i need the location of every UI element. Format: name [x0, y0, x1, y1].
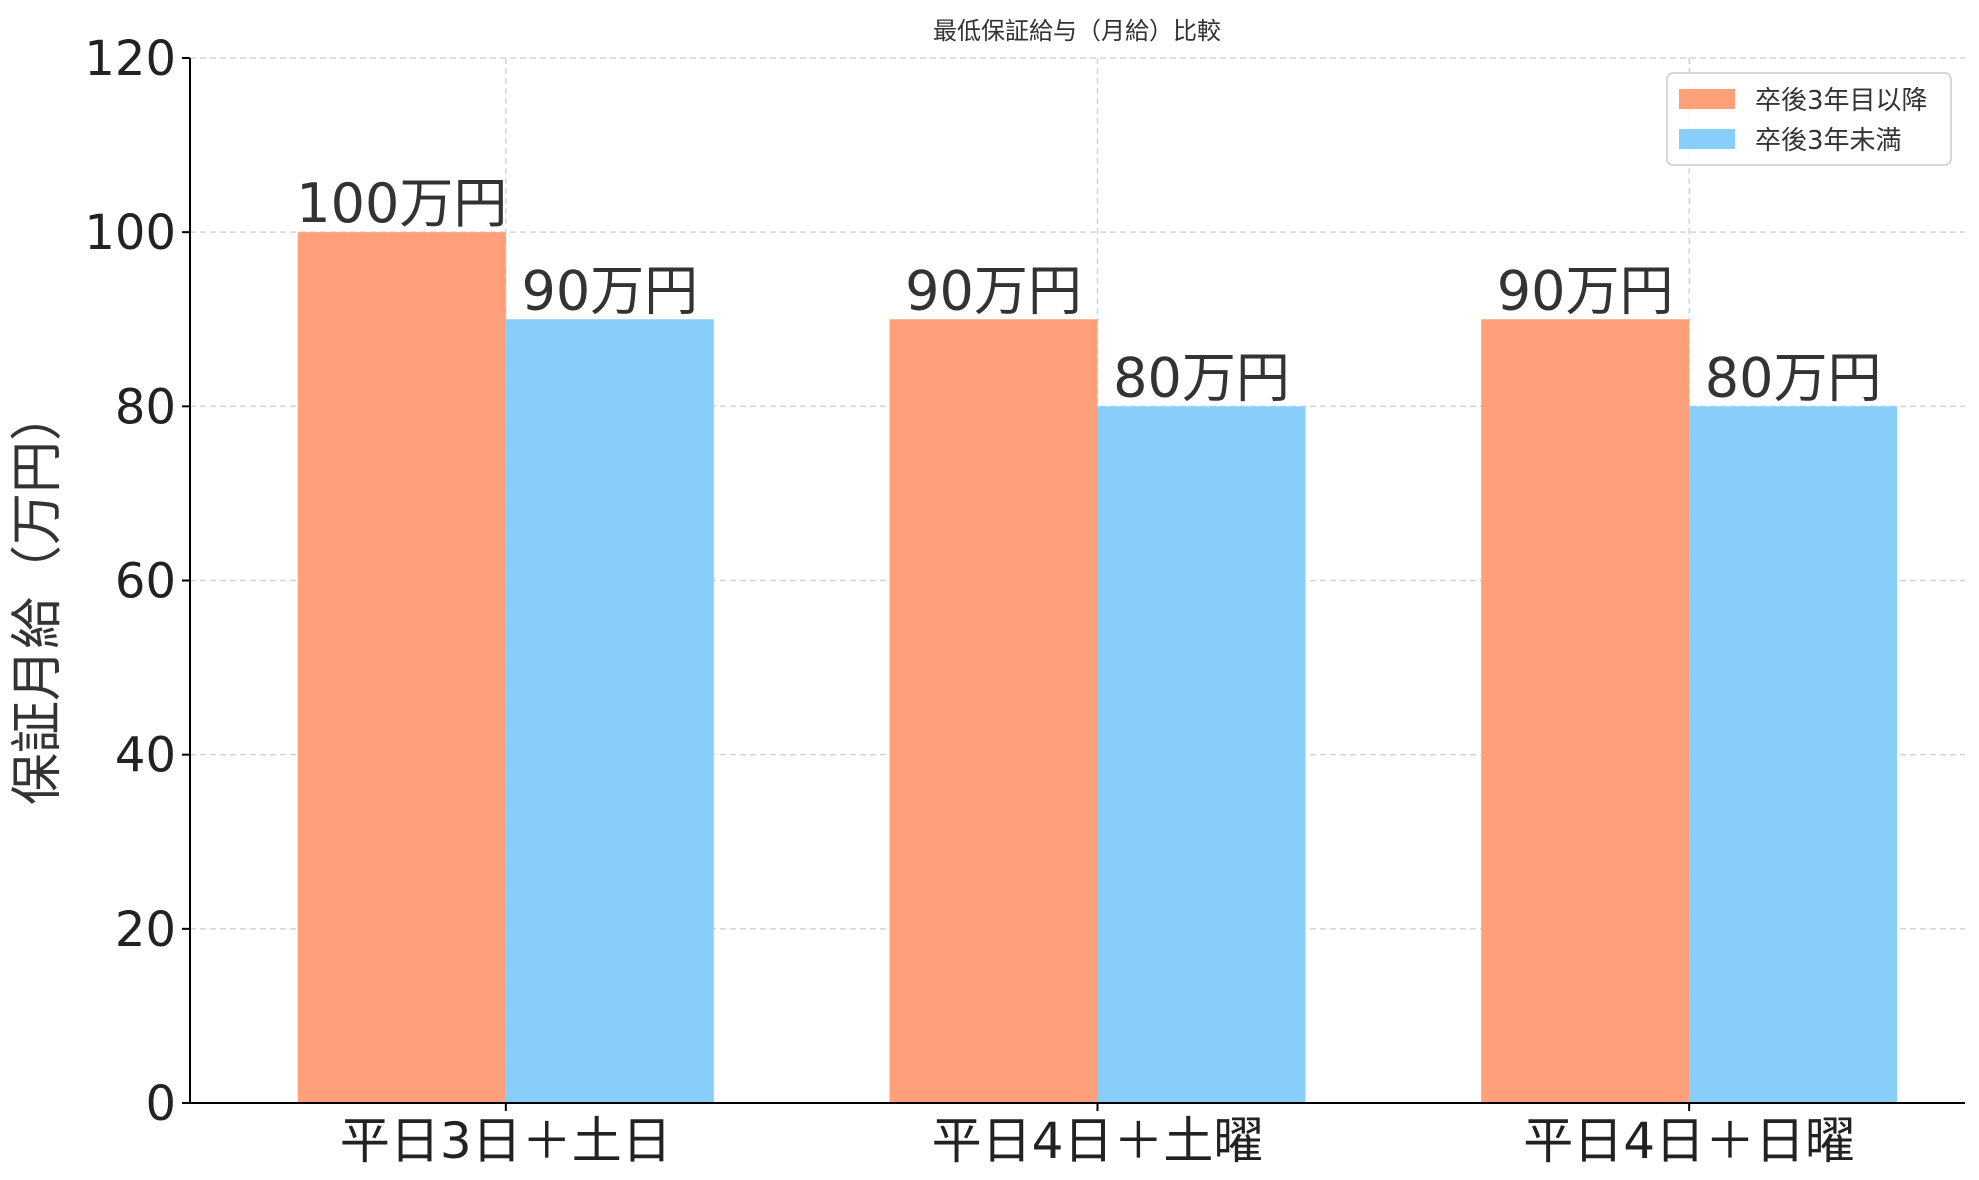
bar-after-3yr [1481, 319, 1690, 1103]
y-tick-label: 120 [84, 31, 176, 87]
data-label: 80万円 [1113, 346, 1290, 409]
y-tick-labels: 0 20 40 60 80 100 120 [84, 31, 190, 1132]
bar-under-3yr [1097, 406, 1306, 1103]
x-tick-labels: 平日3日＋土日 平日4日＋土曜 平日4日＋日曜 [340, 1103, 1855, 1170]
legend-box [1666, 72, 1952, 166]
data-label: 90万円 [905, 259, 1082, 322]
y-tick-label: 20 [115, 902, 176, 958]
y-tick-label: 60 [115, 554, 176, 610]
legend-swatch [1679, 89, 1735, 109]
x-tick-label: 平日4日＋日曜 [1523, 1112, 1855, 1170]
x-tick-label: 平日3日＋土日 [340, 1112, 672, 1170]
y-tick-label: 40 [115, 728, 176, 784]
y-tick-label: 80 [115, 379, 176, 435]
bars [297, 232, 1898, 1103]
bar-under-3yr [1689, 406, 1898, 1103]
legend-label: 卒後3年目以降 [1755, 86, 1928, 116]
legend-label: 卒後3年未満 [1755, 126, 1902, 156]
data-label: 100万円 [296, 172, 507, 235]
data-label: 90万円 [1497, 259, 1674, 322]
y-tick-label: 100 [84, 205, 176, 261]
bar-under-3yr [505, 319, 714, 1103]
bar-after-3yr [889, 319, 1098, 1103]
legend-swatch [1679, 129, 1735, 149]
chart-title: 最低保証給与（月給）比較 [933, 17, 1221, 45]
y-tick-label: 0 [145, 1076, 176, 1132]
x-tick-label: 平日4日＋土曜 [932, 1112, 1264, 1170]
data-label: 90万円 [521, 259, 698, 322]
data-label: 80万円 [1705, 346, 1882, 409]
bar-after-3yr [297, 232, 506, 1103]
y-axis-label: 保証月給（万円） [8, 389, 68, 805]
